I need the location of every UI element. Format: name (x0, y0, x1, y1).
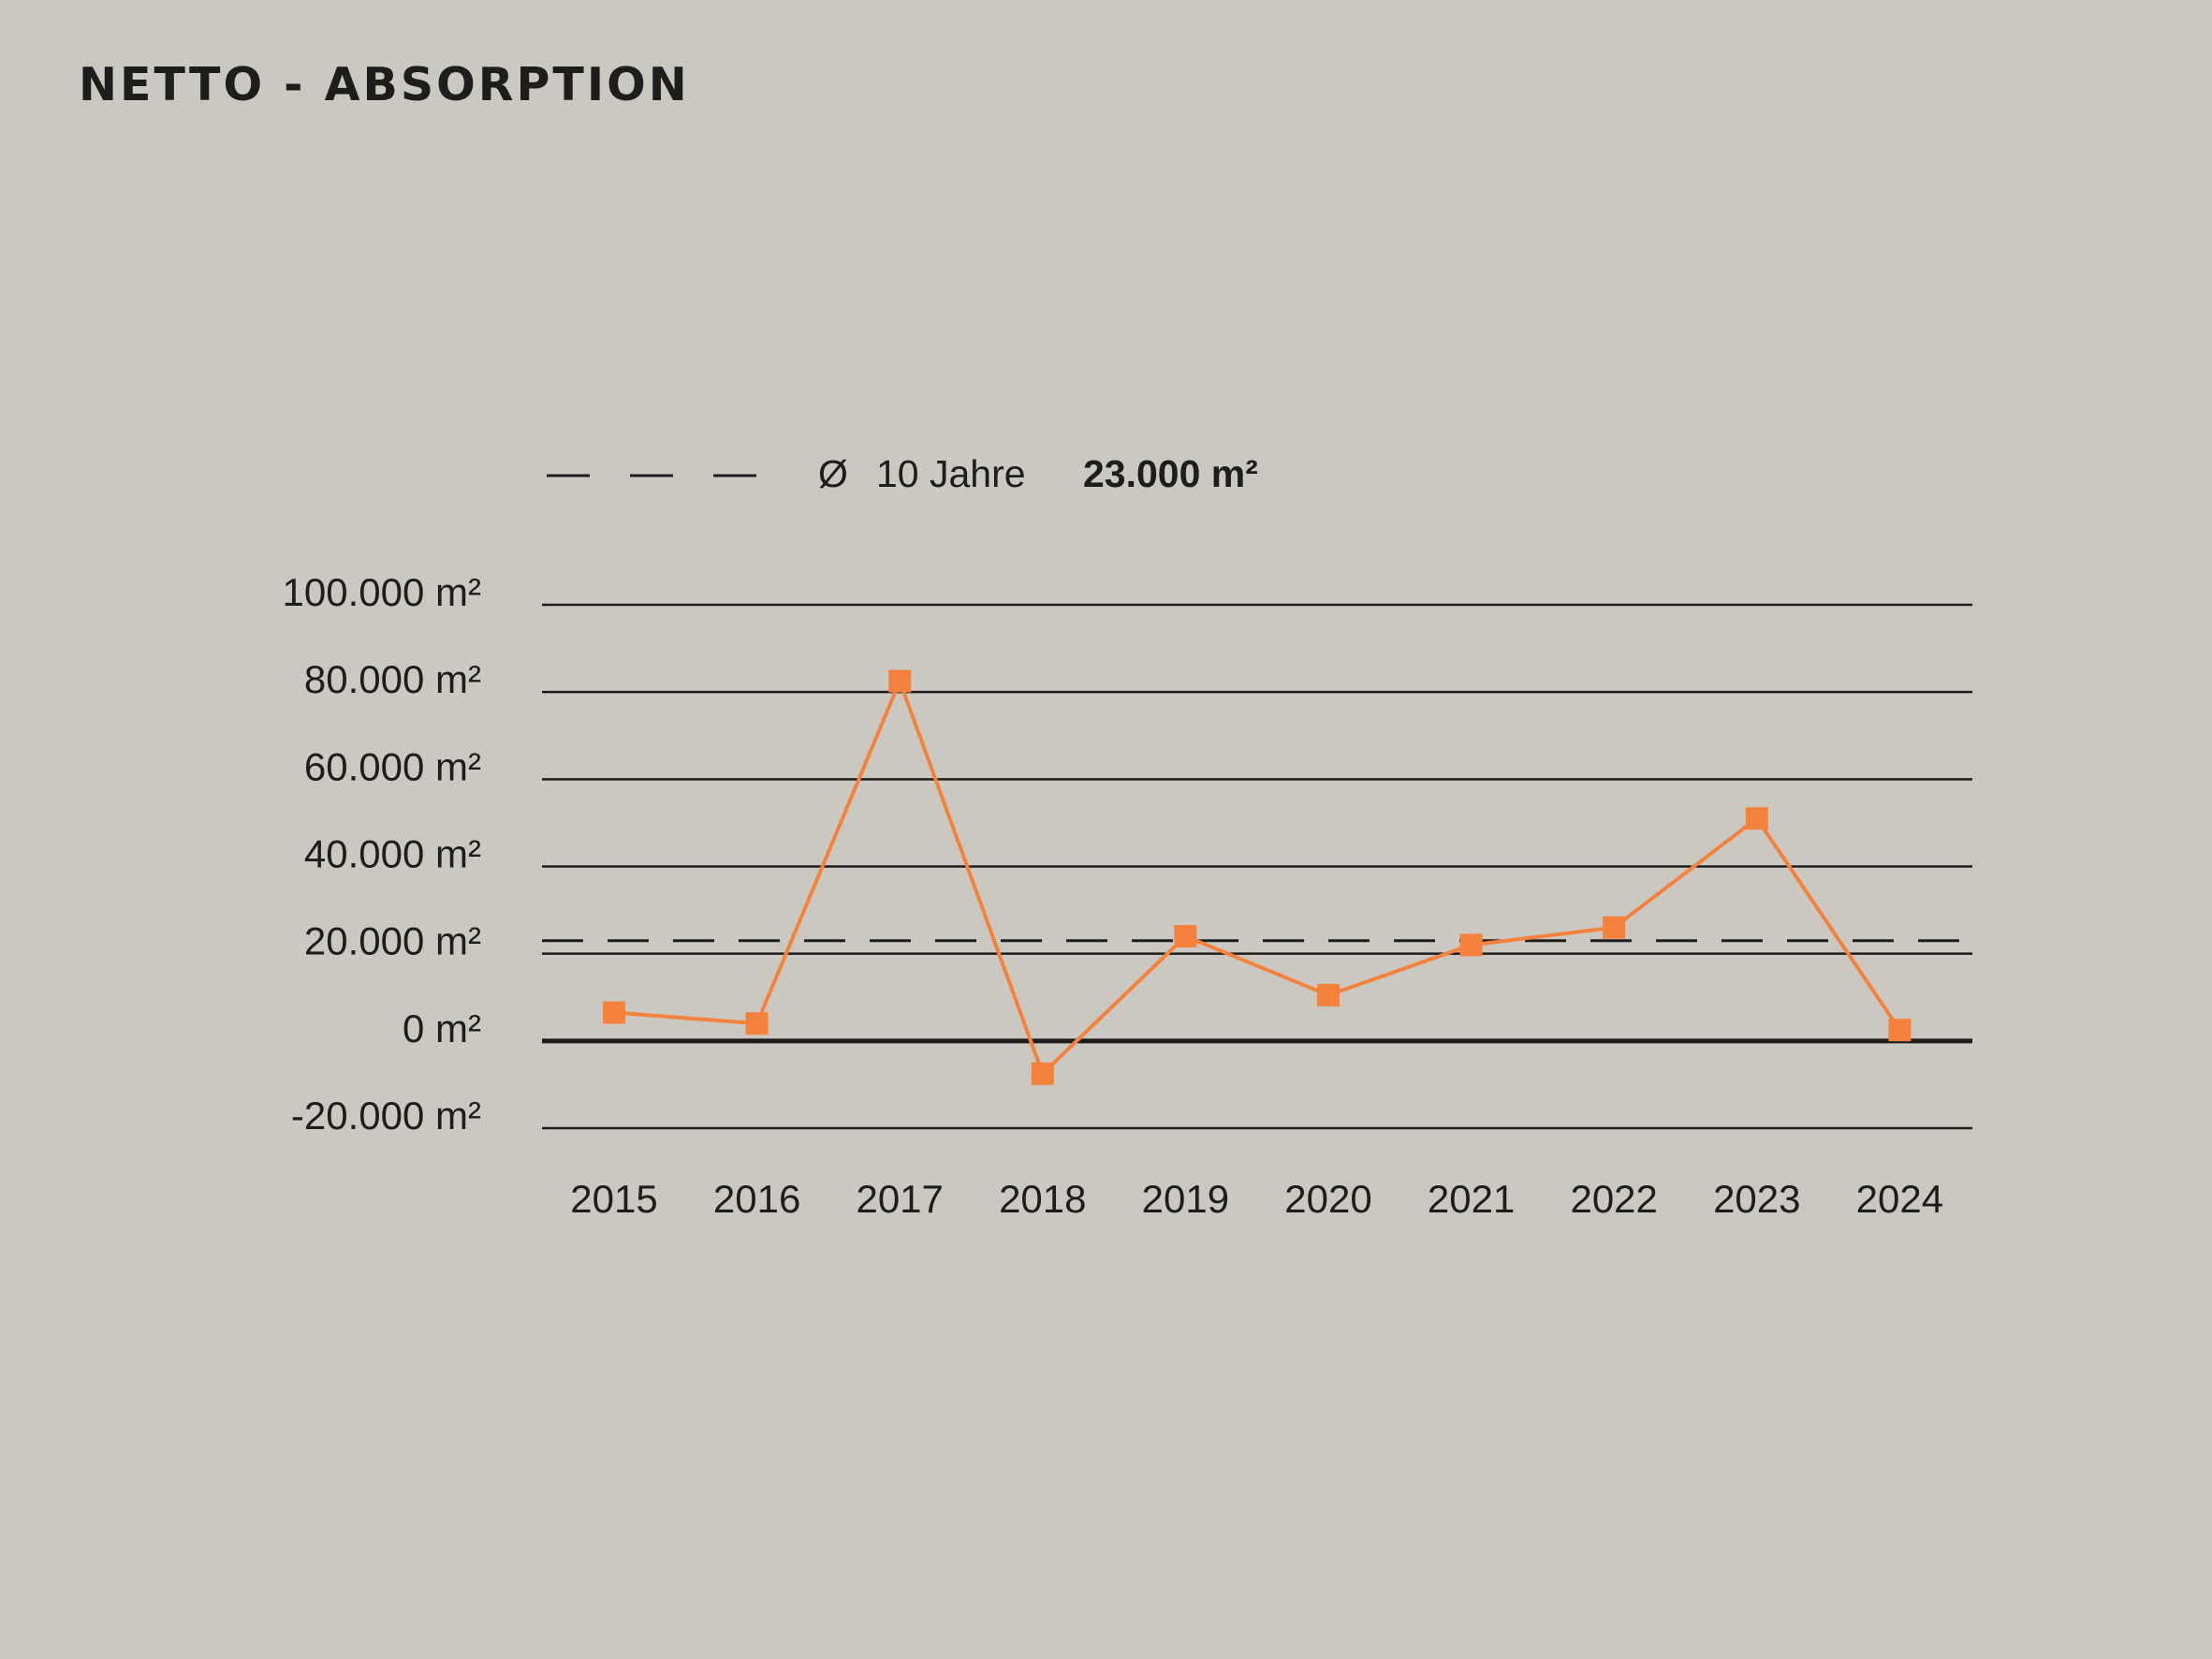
y-tick-label: 20.000 m² (304, 919, 481, 963)
data-point-2024 (1888, 1019, 1912, 1042)
y-tick-label: 60.000 m² (304, 744, 481, 788)
legend-value: 23.000 m² (1083, 452, 1258, 495)
x-tick-label: 2020 (1284, 1177, 1371, 1221)
data-point-2020 (1317, 983, 1340, 1006)
data-point-2018 (1031, 1062, 1054, 1085)
chart-legend: Ø 10 Jahre 23.000 m² (547, 452, 1258, 495)
y-axis-labels: 100.000 m² 80.000 m² 60.000 m² 40.000 m² 20.… (283, 570, 481, 1138)
y-tick-label: 80.000 m² (304, 657, 481, 701)
x-tick-label: 2024 (1856, 1177, 1943, 1221)
data-point-2022 (1603, 916, 1626, 939)
grid-lines (542, 603, 1972, 1130)
y-tick-label: 100.000 m² (283, 570, 481, 614)
data-point-2023 (1745, 807, 1768, 830)
data-point-2017 (888, 669, 912, 693)
legend-label: 10 Jahre (876, 452, 1026, 495)
y-tick-label: 0 m² (403, 1006, 481, 1050)
x-tick-label: 2022 (1570, 1177, 1657, 1221)
data-point-2019 (1174, 925, 1197, 948)
y-tick-label: -20.000 m² (291, 1094, 481, 1138)
data-point-2015 (603, 1001, 625, 1024)
x-tick-label: 2023 (1713, 1177, 1800, 1221)
data-point-2016 (745, 1012, 769, 1035)
legend-symbol: Ø (818, 452, 848, 495)
x-tick-label: 2018 (999, 1177, 1086, 1221)
x-tick-label: 2016 (713, 1177, 800, 1221)
x-tick-label: 2015 (570, 1177, 657, 1221)
x-tick-label: 2017 (856, 1177, 943, 1221)
y-tick-label: 40.000 m² (304, 832, 481, 876)
page-title: NETTO - ABSORPTION (79, 58, 690, 111)
x-tick-label: 2019 (1142, 1177, 1229, 1221)
data-point-2021 (1459, 933, 1483, 957)
series-line (613, 676, 1902, 1078)
x-tick-label: 2021 (1428, 1177, 1515, 1221)
series-layer (603, 669, 1912, 1085)
x-axis-labels: 2015 2016 2017 2018 2019 2020 2021 2022 2023 2024 (570, 1177, 1943, 1221)
